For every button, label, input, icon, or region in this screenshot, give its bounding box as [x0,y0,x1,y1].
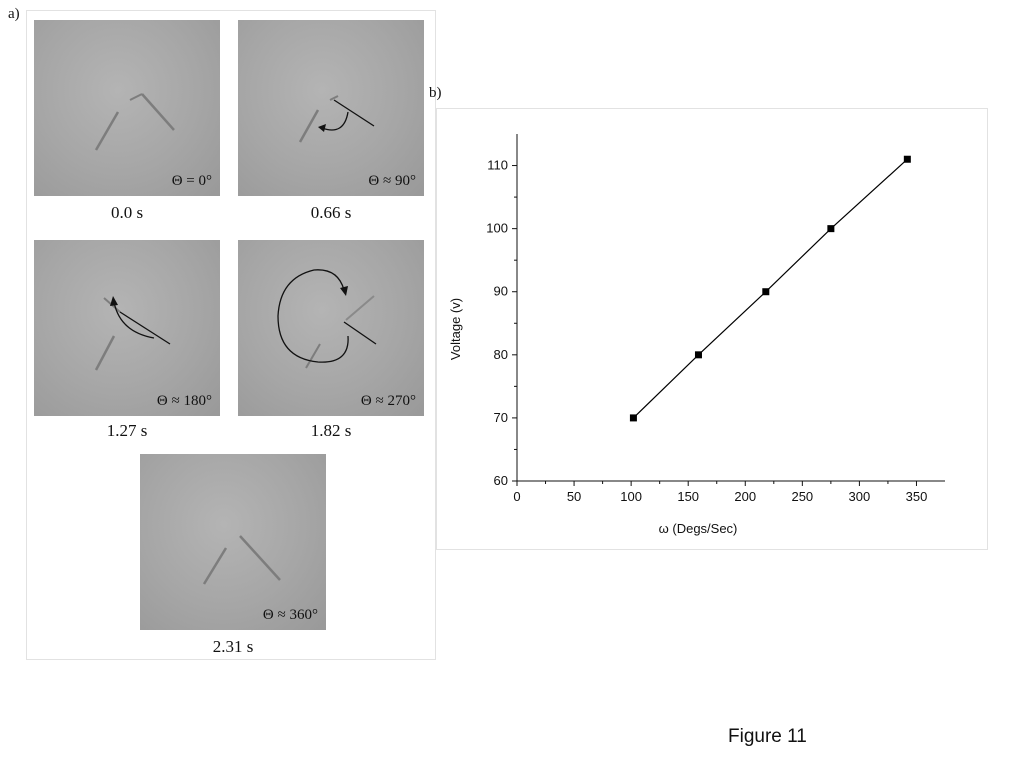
video-frame-4: Θ ≈ 270° [238,240,424,416]
video-frame-2: Θ ≈ 90° [238,20,424,196]
data-point [629,414,637,422]
frame-1-time: 0.0 s [110,203,144,222]
panel-b-label: b) [429,85,442,101]
video-frame-1: Θ = 0° [34,20,220,196]
frame-5-time: 2.31 s [212,637,254,656]
data-point [903,155,911,163]
data-point [762,288,770,296]
x-tick-label: 50 [567,489,581,504]
x-tick-label: 250 [791,489,813,504]
figure-caption: Figure 11 [728,726,807,747]
frame-2-time: 0.66 s [310,203,352,222]
panel-a-label: a) [8,6,20,22]
x-tick-label: 350 [906,489,928,504]
panel-b: 0 50 100 150 200 250 300 350 60 70 80 90 100 110 ω (D… [436,108,988,550]
frame-3-time: 1.27 s [106,421,148,440]
frame-2-sketch [298,95,375,143]
frame-4-angle: Θ ≈ 270° [360,393,416,409]
y-tick-label: 70 [494,410,508,425]
y-tick-label: 80 [494,347,508,362]
frame-5-sketch [202,535,281,585]
x-tick-label: 100 [620,489,642,504]
y-tick-label: 90 [494,284,508,299]
x-tick-label: 0 [513,489,520,504]
video-frame-5: Θ ≈ 360° [140,454,326,630]
frame-3-angle: Θ ≈ 180° [156,393,212,409]
x-axis-label: ω (Degs/Sec) [659,521,738,536]
voltage-vs-omega-chart: 0 50 100 150 200 250 300 350 60 70 80 90 100 110 ω (D… [448,134,945,536]
frame-1-angle: Θ = 0° [171,173,212,189]
frame-5-angle: Θ ≈ 360° [262,607,318,623]
panel-a [26,10,436,660]
frame-1-sketch [94,93,175,151]
data-point [827,225,835,233]
video-frame-3: Θ ≈ 180° [34,240,220,416]
x-tick-label: 300 [849,489,871,504]
frame-4-sketch [277,269,377,369]
y-tick-label: 100 [486,221,508,236]
y-tick-label: 110 [487,158,508,173]
series-line [632,158,908,419]
frame-2-angle: Θ ≈ 90° [368,173,416,189]
y-tick-label: 60 [494,473,508,488]
x-tick-label: 200 [734,489,756,504]
frame-4-time: 1.82 s [310,421,352,440]
y-axis-label: Voltage (v) [448,298,463,360]
x-tick-label: 150 [677,489,699,504]
frame-3-sketch [94,296,171,371]
data-point [694,351,702,359]
